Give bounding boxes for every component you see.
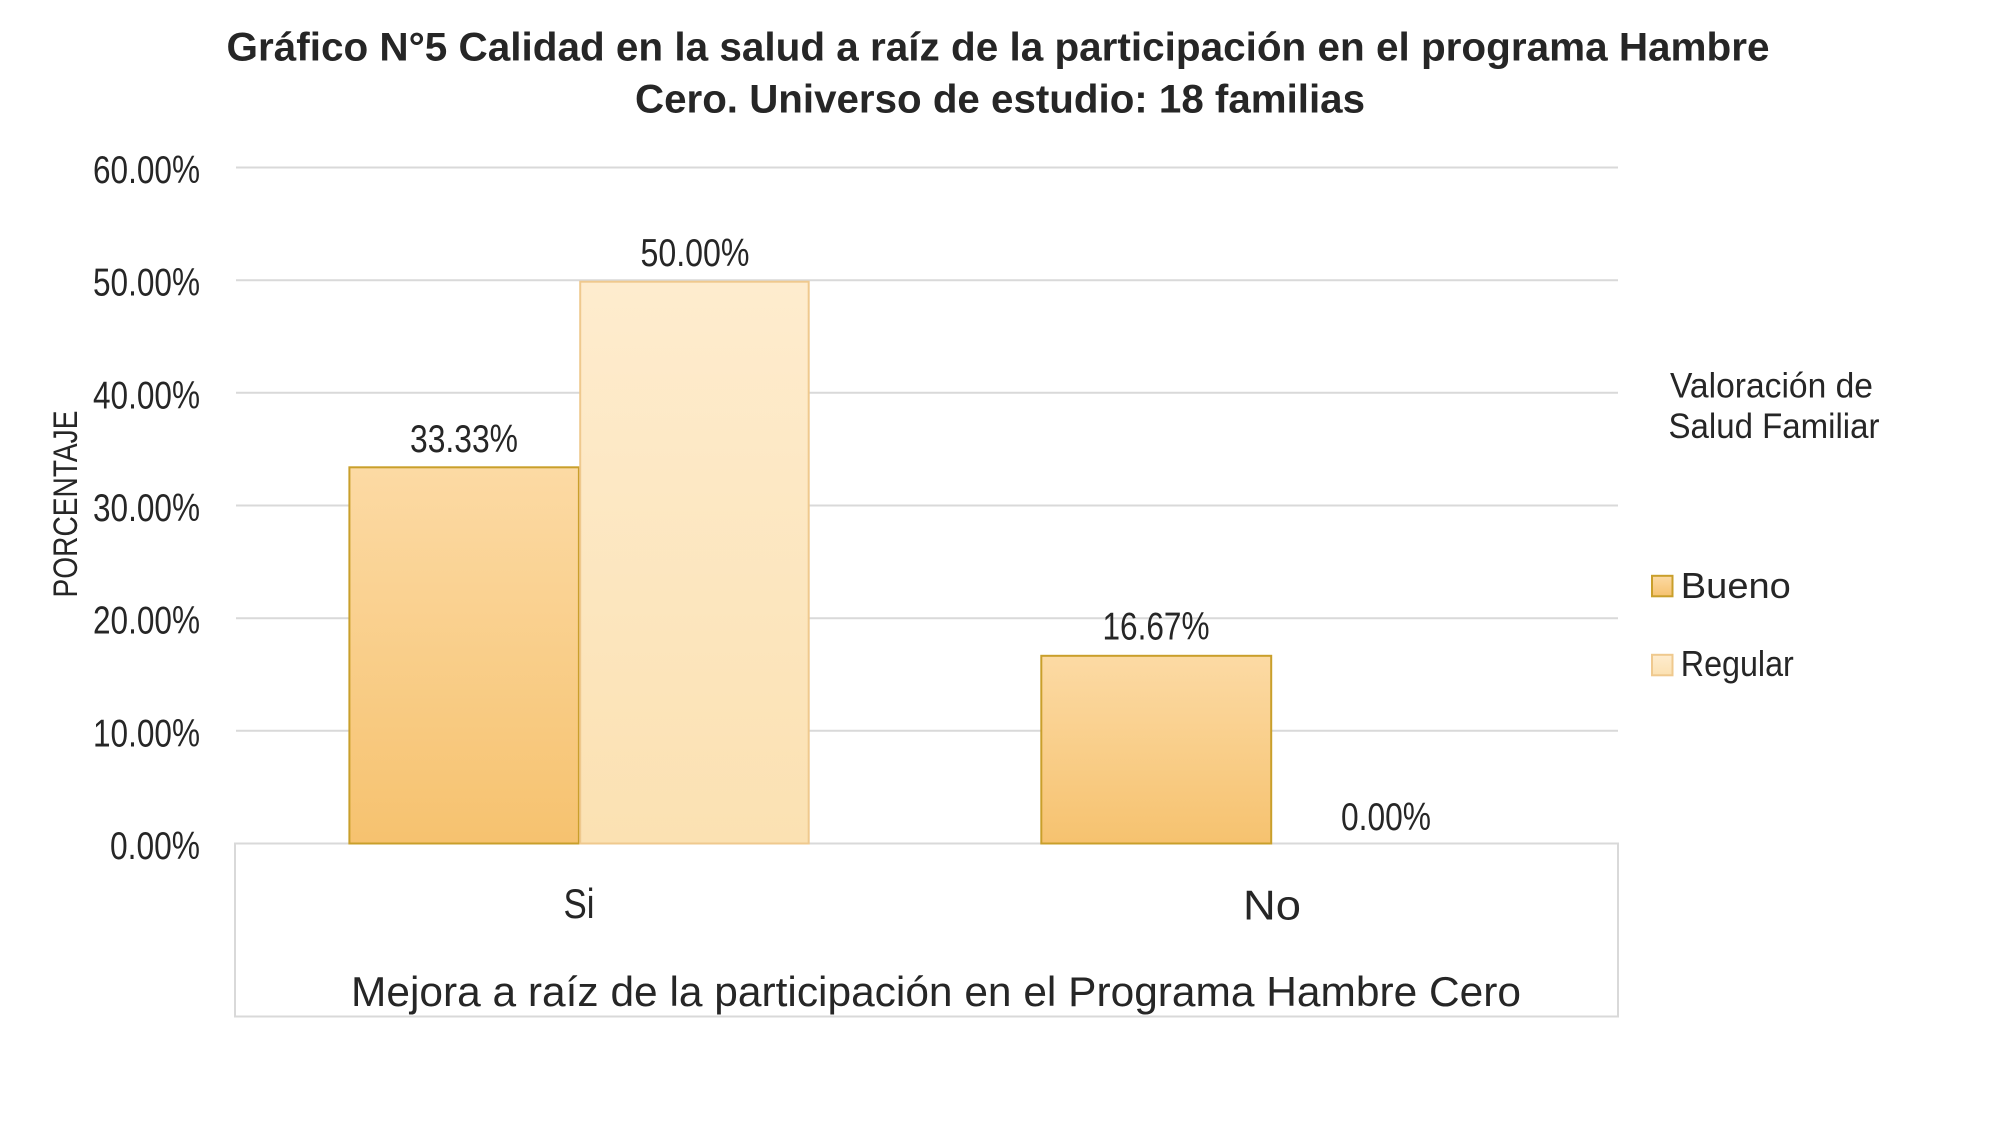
svg-text:16.67%: 16.67%: [1103, 606, 1210, 649]
svg-text:50.00%: 50.00%: [641, 232, 750, 275]
svg-text:Salud Familiar: Salud Familiar: [1669, 407, 1880, 446]
svg-text:0.00%: 0.00%: [110, 825, 200, 868]
svg-text:33.33%: 33.33%: [410, 418, 518, 461]
svg-text:40.00%: 40.00%: [93, 374, 200, 417]
svg-text:60.00%: 60.00%: [93, 149, 200, 192]
svg-text:Si: Si: [564, 880, 595, 927]
svg-text:50.00%: 50.00%: [93, 262, 200, 305]
svg-text:Bueno: Bueno: [1681, 565, 1791, 606]
svg-text:0.00%: 0.00%: [1341, 796, 1431, 839]
svg-text:20.00%: 20.00%: [93, 600, 200, 643]
svg-text:Gráfico N°5 Calidad en la salu: Gráfico N°5 Calidad en la salud a raíz d…: [227, 26, 1770, 70]
svg-text:10.00%: 10.00%: [93, 712, 200, 755]
svg-text:30.00%: 30.00%: [93, 487, 200, 530]
svg-text:PORCENTAJE: PORCENTAJE: [47, 411, 85, 598]
svg-text:Cero. Universo de estudio: 18: Cero. Universo de estudio: 18 familias: [635, 78, 1365, 122]
svg-text:Mejora a raíz de la participac: Mejora a raíz de la participación en el …: [351, 968, 1521, 1015]
svg-text:Regular: Regular: [1681, 643, 1794, 684]
svg-text:No: No: [1243, 882, 1301, 929]
svg-text:Valoración de: Valoración de: [1670, 367, 1873, 406]
